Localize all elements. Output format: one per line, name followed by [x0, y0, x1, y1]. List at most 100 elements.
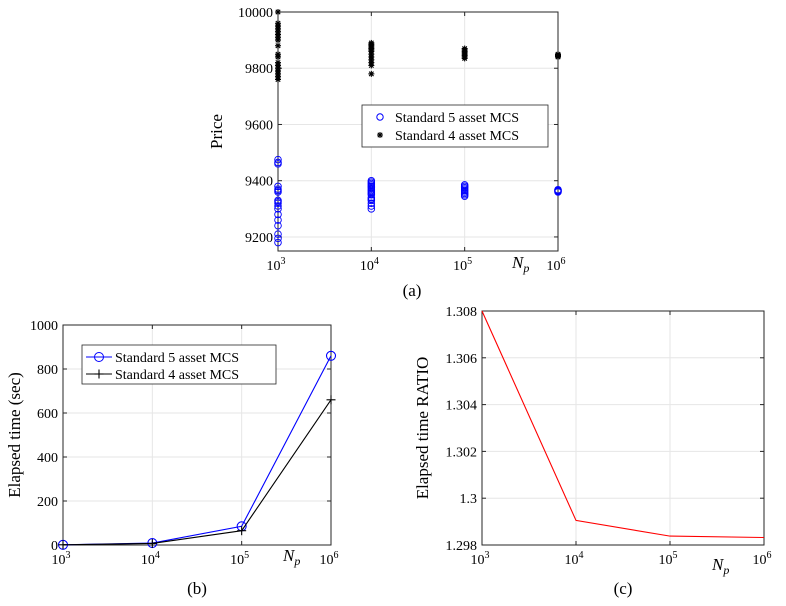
x-tick-label: 103 [52, 550, 71, 568]
x-label-main: N [511, 253, 525, 272]
y-axis-label: Price [207, 114, 226, 149]
data-point-star [275, 20, 281, 27]
x-tick-base: 10 [267, 259, 281, 274]
data-point-circle [367, 199, 376, 207]
x-tick-label: 105 [453, 256, 472, 274]
y-tick-label: 1.304 [446, 399, 478, 414]
x-tick-exponent: 5 [244, 550, 249, 561]
y-tick-label: 400 [37, 451, 58, 466]
chart-a-data [274, 9, 562, 247]
x-label-main: N [711, 555, 725, 574]
x-axis-label: Np [511, 253, 529, 275]
y-tick-label: 1000 [30, 319, 58, 334]
y-tick-label: 9800 [245, 62, 273, 77]
x-tick-label: 103 [267, 256, 286, 274]
x-tick-exponent: 5 [467, 256, 472, 267]
y-tick-label: 9200 [245, 231, 273, 246]
legend-label: Standard 4 asset MCS [115, 368, 239, 383]
x-tick-base: 10 [565, 553, 579, 568]
x-tick-exponent: 4 [155, 550, 160, 561]
legend-label: Standard 5 asset MCS [395, 111, 519, 126]
x-tick-exponent: 4 [579, 550, 584, 561]
chart-c-grid [481, 310, 765, 546]
data-point-circle [274, 221, 282, 230]
x-tick-label: 106 [320, 550, 339, 568]
chart-c-data [481, 310, 765, 539]
series-circle [274, 155, 562, 247]
star-stroke [275, 60, 281, 66]
legend-box [81, 344, 277, 385]
x-tick-label: 105 [659, 550, 678, 568]
y-tick-label: 1.3 [460, 492, 478, 507]
data-point-circle [274, 196, 282, 205]
chart-c: 103 104 105 1061.2981.31.3021.3041.3061.308… [413, 305, 772, 598]
data-point-circle [367, 205, 376, 213]
data-point-circle [274, 185, 282, 193]
chart-a: 103 104 105 106920094009600980010000PriceNp… [207, 6, 566, 300]
data-point-circle [554, 185, 562, 194]
star-stroke [275, 9, 281, 15]
x-tick-label: 104 [141, 550, 160, 568]
x-tick-exponent: 3 [281, 256, 286, 267]
y-tick-label: 800 [37, 363, 58, 378]
data-point-star [275, 9, 281, 15]
data-point-star [461, 45, 468, 52]
plot-frame [62, 324, 332, 546]
x-tick-exponent: 4 [374, 256, 379, 267]
x-label-main: N [282, 546, 296, 565]
x-tick-base: 10 [230, 553, 244, 568]
x-tick-base: 10 [141, 553, 155, 568]
legend-marker-circle [376, 113, 384, 121]
x-label-sub: p [522, 261, 529, 275]
y-tick-label: 10000 [238, 6, 273, 21]
x-axis-label: Np [711, 555, 729, 577]
data-point-circle [274, 230, 282, 238]
data-point-star [368, 70, 375, 77]
y-tick-label: 1.302 [446, 445, 478, 460]
x-tick-base: 10 [547, 259, 561, 274]
y-tick-label: 200 [37, 495, 58, 510]
series-line [62, 399, 332, 546]
star-stroke [275, 51, 281, 57]
x-tick-exponent: 3 [66, 550, 71, 561]
x-tick-label: 104 [565, 550, 584, 568]
x-tick-label: 105 [230, 550, 249, 568]
data-point-star [555, 51, 561, 58]
star-stroke [368, 40, 374, 46]
x-tick-base: 10 [52, 553, 66, 568]
data-point-circle [325, 350, 337, 361]
x-tick-exponent: 6 [561, 256, 566, 267]
data-point-star [368, 39, 375, 46]
y-tick-label: 1.306 [446, 352, 478, 367]
data-point-circle [274, 234, 282, 243]
series-star [275, 9, 561, 83]
chart-b-data [57, 350, 337, 550]
legend-marker-star [377, 132, 383, 138]
x-tick-base: 10 [471, 553, 485, 568]
data-point-star [275, 51, 281, 58]
legend: Standard 5 asset MCS Standard 4 asset MCS [361, 104, 549, 148]
y-tick-label: 1.298 [446, 539, 478, 554]
y-tick-label: 600 [37, 407, 58, 422]
legend: Standard 5 asset MCS Standard 4 asset MCS [81, 344, 277, 385]
x-tick-exponent: 5 [673, 550, 678, 561]
x-tick-label: 106 [547, 256, 566, 274]
x-tick-base: 10 [360, 259, 374, 274]
series-line [481, 310, 765, 539]
data-point-star [275, 59, 281, 66]
chart-caption: (c) [614, 579, 633, 598]
legend-box [361, 104, 549, 148]
x-tick-exponent: 3 [485, 550, 490, 561]
plot-frame [481, 310, 765, 546]
y-axis-label: Elapsed time (sec) [5, 372, 24, 498]
star-stroke [377, 132, 383, 138]
data-point-circle [274, 158, 282, 167]
x-tick-label: 103 [471, 550, 490, 568]
x-tick-base: 10 [453, 259, 467, 274]
data-point-star [275, 42, 281, 49]
y-tick-label: 9600 [245, 118, 273, 133]
x-axis-label: Np [282, 546, 300, 568]
star-stroke [368, 71, 374, 77]
star-stroke [275, 20, 281, 26]
